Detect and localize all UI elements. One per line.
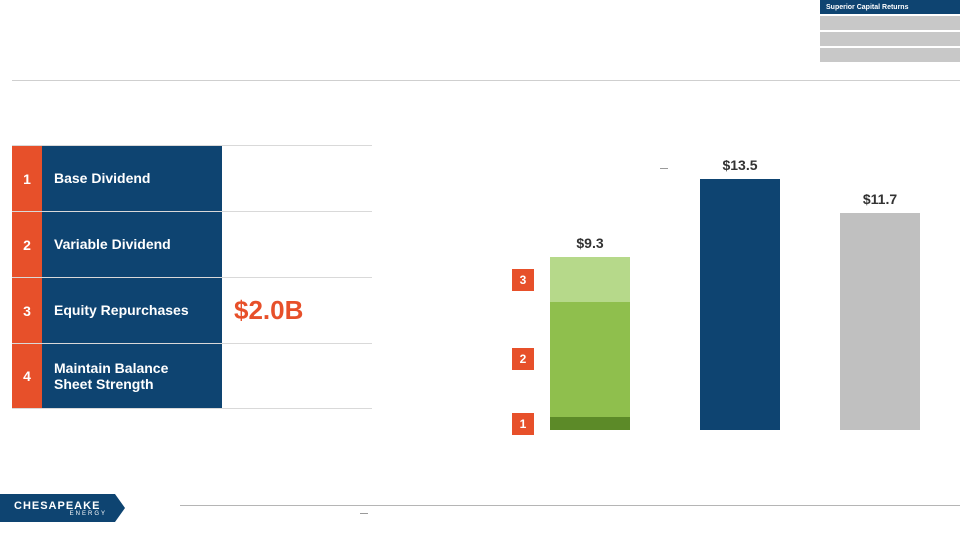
bar-0-marker-2: 2: [512, 348, 534, 370]
bar-0-marker-3: 3: [512, 269, 534, 291]
priority-label-2: Variable Dividend: [42, 212, 222, 277]
bar-2-seg-0: [840, 213, 920, 430]
company-logo: CHESAPEAKE ENERGY: [0, 494, 125, 522]
priority-num-2: 2: [12, 212, 42, 277]
header-tabs: Superior Capital Returns: [820, 0, 960, 62]
header-rule: [12, 80, 960, 81]
bar-column-2: $11.7: [840, 213, 920, 430]
bar-0-marker-1: 1: [512, 413, 534, 435]
priority-value-1: [222, 146, 372, 211]
logo-sub: ENERGY: [70, 511, 107, 517]
priority-row-2: 2 Variable Dividend: [12, 211, 372, 277]
header-tab-0: Superior Capital Returns: [820, 0, 960, 14]
priority-row-3: 3 Equity Repurchases $2.0B: [12, 277, 372, 343]
priority-label-4: Maintain Balance Sheet Strength: [42, 344, 222, 408]
bar-label-1: $13.5: [700, 157, 780, 173]
priority-row-1: 1 Base Dividend: [12, 145, 372, 211]
returns-chart: $9.3123 $13.5 $11.7: [510, 150, 930, 430]
priority-num-4: 4: [12, 344, 42, 408]
header-tab-2: [820, 32, 960, 46]
header-tab-0-label: Superior Capital Returns: [826, 4, 908, 11]
bar-0-seg-1: [550, 302, 630, 417]
priority-label-1: Base Dividend: [42, 146, 222, 211]
bar-0-seg-0: [550, 417, 630, 430]
bar-0-seg-2: [550, 257, 630, 302]
priority-num-3: 3: [12, 278, 42, 343]
priority-value-4: [222, 344, 372, 408]
bar-column-1: $13.5: [700, 179, 780, 430]
bar-label-2: $11.7: [840, 191, 920, 207]
bar-column-0: $9.3123: [550, 257, 630, 430]
priority-value-3: $2.0B: [222, 278, 372, 343]
header-tab-1: [820, 16, 960, 30]
bar-label-0: $9.3: [550, 235, 630, 251]
stray-mark-bottom: [360, 513, 368, 514]
priority-row-4: 4 Maintain Balance Sheet Strength: [12, 343, 372, 409]
priority-value-2: [222, 212, 372, 277]
header-tab-3: [820, 48, 960, 62]
priority-label-3: Equity Repurchases: [42, 278, 222, 343]
footer-rule: [180, 505, 960, 506]
priority-num-1: 1: [12, 146, 42, 211]
priority-list: 1 Base Dividend 2 Variable Dividend 3 Eq…: [12, 145, 372, 409]
bar-1-seg-0: [700, 179, 780, 430]
